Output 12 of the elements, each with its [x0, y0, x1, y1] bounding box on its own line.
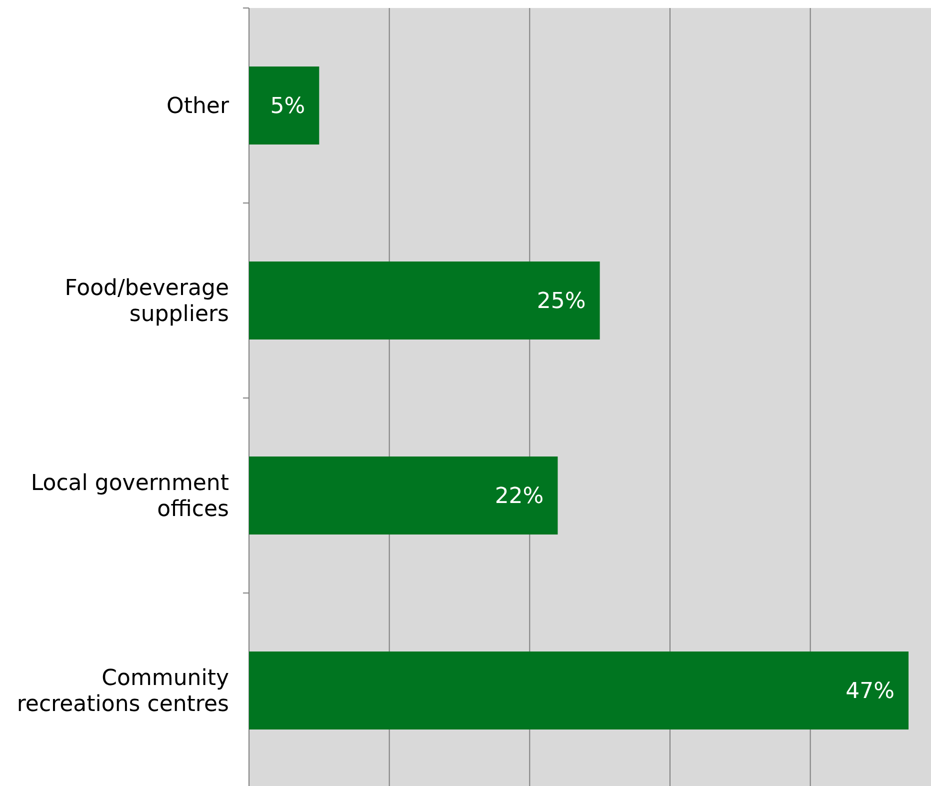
bar	[249, 66, 320, 144]
y-tick-label: Community recreations centres	[16, 666, 229, 718]
bar	[249, 456, 558, 534]
y-tick-label: Food/beverage suppliers	[64, 276, 229, 328]
y-tick-label: Other	[166, 94, 230, 120]
data-label: 22%	[494, 484, 544, 510]
data-label: 5%	[270, 94, 306, 120]
data-label: 47%	[846, 679, 895, 704]
bar	[249, 262, 600, 340]
y-tick-label: Local government offices	[30, 471, 230, 522]
data-label: 25%	[536, 289, 586, 314]
bar	[249, 652, 909, 730]
